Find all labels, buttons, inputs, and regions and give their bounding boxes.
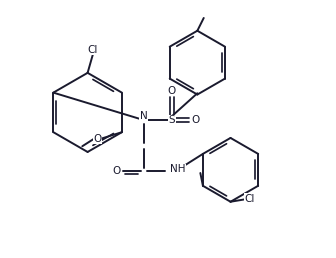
Text: O: O	[168, 86, 176, 96]
Text: S: S	[169, 115, 175, 125]
Text: Cl: Cl	[87, 45, 98, 55]
Text: N: N	[140, 111, 148, 121]
Text: O: O	[191, 115, 200, 125]
Text: O: O	[113, 166, 121, 176]
Text: Cl: Cl	[245, 194, 255, 204]
Text: O: O	[93, 134, 102, 143]
Text: NH: NH	[170, 164, 185, 174]
